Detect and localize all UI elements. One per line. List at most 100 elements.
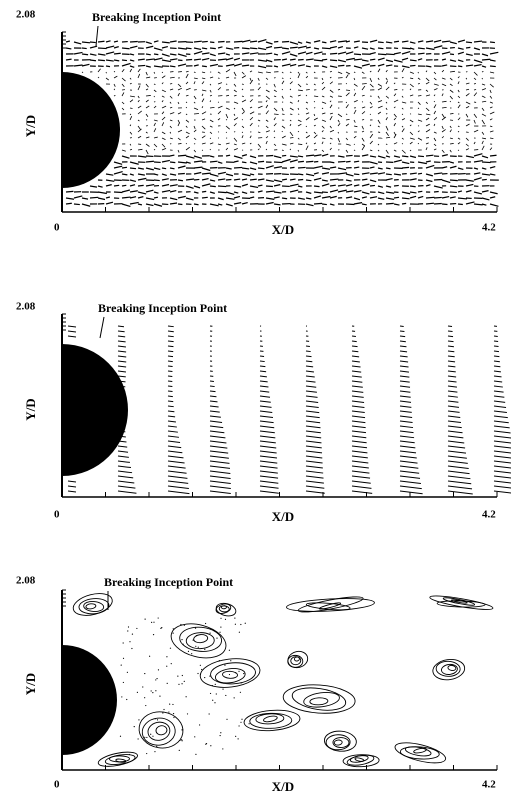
vector — [329, 59, 338, 62]
vector — [305, 435, 322, 439]
vector — [209, 490, 231, 494]
vector — [117, 415, 125, 418]
vector — [193, 155, 202, 159]
vector — [493, 445, 511, 449]
vector — [313, 101, 316, 103]
vector — [399, 360, 409, 363]
vector — [489, 147, 493, 151]
vector — [401, 76, 404, 79]
vector — [425, 81, 430, 85]
vector — [117, 325, 125, 328]
vector — [369, 155, 377, 158]
speckle — [153, 621, 155, 623]
vector — [329, 104, 333, 109]
vector — [351, 370, 362, 373]
vector — [399, 455, 417, 459]
vector — [313, 47, 320, 50]
vector — [417, 40, 424, 43]
vector — [489, 130, 494, 133]
vector — [401, 125, 404, 128]
vector — [105, 59, 114, 62]
vector — [241, 131, 244, 133]
vector — [137, 95, 140, 99]
vector — [137, 64, 146, 67]
vector — [241, 154, 248, 157]
vector — [441, 203, 448, 206]
vector — [493, 455, 511, 459]
vector — [281, 158, 291, 163]
vector — [385, 173, 392, 176]
speckle — [204, 676, 206, 679]
speckle — [181, 739, 183, 741]
vector — [193, 149, 197, 153]
vector — [441, 69, 445, 73]
vector — [117, 435, 126, 438]
vector — [257, 143, 262, 148]
vector — [447, 390, 458, 393]
vector — [249, 122, 253, 127]
vector — [161, 71, 164, 74]
vector — [137, 191, 147, 195]
vector — [249, 196, 255, 199]
vector — [153, 149, 156, 151]
vector — [385, 143, 388, 145]
vector — [233, 63, 242, 67]
vector — [305, 450, 323, 454]
vector — [233, 137, 238, 142]
vector — [329, 89, 334, 93]
vector — [305, 145, 309, 151]
vector — [161, 82, 164, 85]
vector — [353, 40, 360, 43]
vector — [305, 400, 319, 403]
vector — [145, 65, 151, 68]
speckle — [166, 665, 168, 667]
vector — [449, 89, 454, 93]
vector — [447, 475, 471, 480]
vector — [217, 143, 221, 146]
vector — [313, 131, 317, 135]
vector — [313, 202, 323, 205]
speckle — [238, 670, 240, 672]
vector — [249, 70, 253, 73]
vector — [449, 41, 457, 45]
vector — [305, 89, 310, 91]
vector — [447, 425, 462, 429]
vector — [81, 53, 89, 56]
vector — [153, 57, 163, 61]
vector — [489, 166, 496, 169]
contour — [218, 605, 230, 613]
contour — [435, 660, 461, 677]
vector — [425, 47, 435, 51]
speckle — [181, 740, 183, 742]
vector — [313, 117, 318, 121]
vector — [67, 490, 77, 493]
vector — [449, 77, 453, 81]
speckle — [195, 753, 197, 755]
vector — [393, 155, 401, 158]
vector — [259, 445, 277, 449]
speckle — [218, 659, 220, 662]
vector — [297, 173, 304, 176]
vector — [433, 104, 437, 109]
speckle — [215, 693, 217, 695]
vector — [241, 135, 244, 139]
speckle — [238, 631, 240, 633]
vector — [117, 450, 129, 453]
vector — [399, 435, 415, 439]
speckle — [157, 617, 159, 619]
x-start-label: 0 — [54, 222, 60, 234]
vector — [161, 143, 166, 148]
vector — [259, 480, 279, 484]
vector — [167, 385, 173, 388]
vector — [481, 155, 489, 159]
vector — [153, 119, 158, 122]
vector — [385, 41, 393, 44]
vector — [329, 45, 338, 49]
vector — [313, 51, 323, 55]
vector — [297, 155, 304, 158]
vector — [201, 57, 210, 61]
vector — [177, 53, 187, 58]
vector — [493, 475, 511, 479]
vector — [201, 98, 205, 103]
vector — [89, 196, 99, 199]
